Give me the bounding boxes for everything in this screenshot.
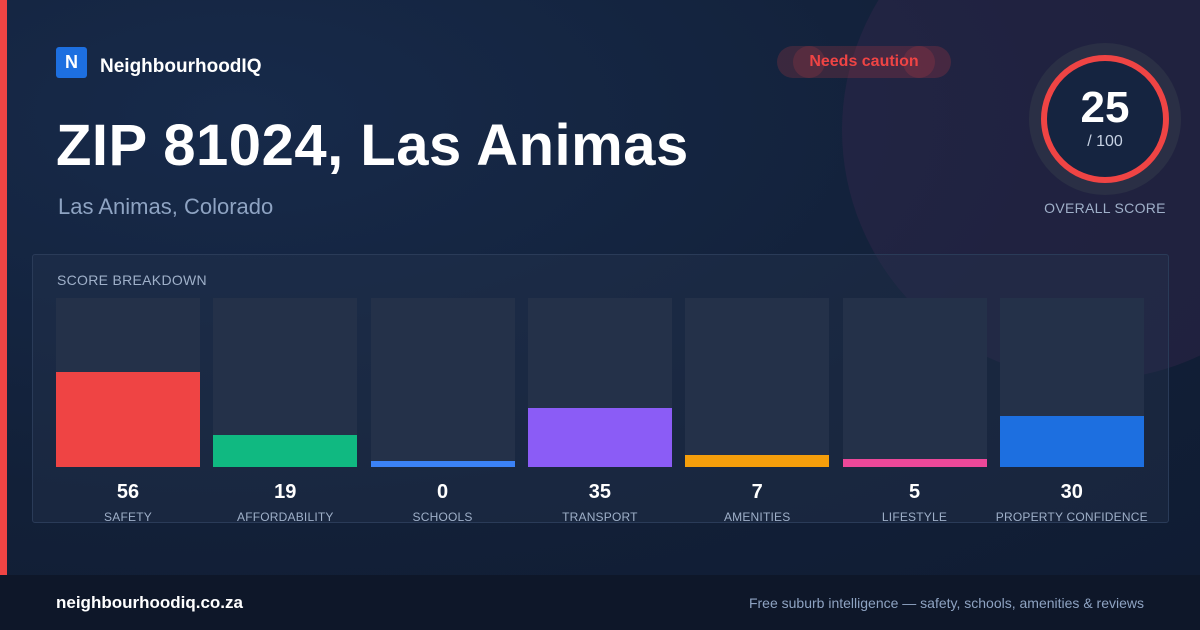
bar-value: 0 — [437, 481, 449, 503]
score-bar-transport: 35 TRANSPORT — [527, 298, 672, 524]
brand-logo-icon: N — [56, 46, 87, 78]
bar-track — [527, 298, 672, 467]
bar-fill — [370, 461, 515, 467]
page-title: ZIP 81024, Las Animas — [56, 113, 689, 178]
score-bar-property-confidence: 30 PROPERTY CONFIDENCE — [996, 298, 1148, 524]
bar-value: 35 — [588, 481, 612, 503]
brand-name: NeighbourhoodIQ — [100, 56, 262, 77]
bar-value: 5 — [908, 481, 921, 503]
brand[interactable]: N NeighbourhoodIQ — [56, 46, 261, 78]
bar-track — [56, 298, 200, 467]
score-breakdown-panel: SCORE BREAKDOWN 56 SAFETY 19 AFFORDABILITY 0… — [32, 254, 1169, 524]
bar-fill — [685, 455, 830, 467]
bar-track — [999, 298, 1144, 467]
bar-label: TRANSPORT — [562, 510, 638, 524]
bar-label: AMENITIES — [723, 510, 791, 524]
score-bar-affordability: 19 AFFORDABILITY — [213, 298, 358, 524]
footer-tagline: Free suburb intelligence — safety, schoo… — [748, 594, 1144, 611]
score-bar-lifestyle: 5 LIFESTYLE — [842, 298, 987, 524]
bar-label: SAFETY — [104, 510, 152, 524]
bar-value: 30 — [1060, 481, 1083, 503]
bar-track — [685, 298, 830, 467]
bar-label: LIFESTYLE — [881, 510, 948, 524]
bar-fill — [56, 372, 200, 467]
score-breakdown-title: SCORE BREAKDOWN — [57, 272, 207, 288]
bar-value: 56 — [116, 481, 140, 503]
page-subtitle: Las Animas, Colorado — [58, 194, 274, 219]
bar-track — [370, 298, 515, 467]
overall-score-label: OVERALL SCORE — [1044, 200, 1166, 216]
status-badge: Needs caution — [777, 46, 951, 78]
score-bar-amenities: 7 AMENITIES — [685, 298, 830, 524]
score-ring-stroke — [1041, 55, 1169, 183]
bar-fill — [213, 435, 358, 467]
score-bar-safety: 56 SAFETY — [56, 298, 200, 524]
bar-fill — [999, 416, 1144, 467]
bar-fill — [527, 408, 672, 467]
bar-value: 7 — [751, 481, 763, 503]
overall-score-value: 25 — [1080, 83, 1130, 132]
footer: neighbourhoodiq.co.za Free suburb intell… — [0, 575, 1200, 630]
bar-track — [213, 298, 358, 467]
bar-value: 19 — [274, 481, 297, 503]
hero-panel: N NeighbourhoodIQ Needs caution ZIP 8102… — [0, 0, 1200, 575]
footer-site-link[interactable]: neighbourhoodiq.co.za — [56, 592, 243, 612]
accent-bar — [0, 0, 7, 575]
score-bar-schools: 0 SCHOOLS — [370, 298, 515, 524]
overall-score-ring — [1029, 43, 1181, 195]
bar-fill — [842, 459, 987, 467]
bar-label: PROPERTY CONFIDENCE — [995, 510, 1148, 524]
bar-track — [842, 298, 987, 467]
bar-label: AFFORDABILITY — [236, 510, 334, 524]
overall-score-max: / 100 — [1087, 133, 1123, 150]
status-badge-label: Needs caution — [809, 53, 919, 70]
bar-label: SCHOOLS — [412, 510, 473, 524]
